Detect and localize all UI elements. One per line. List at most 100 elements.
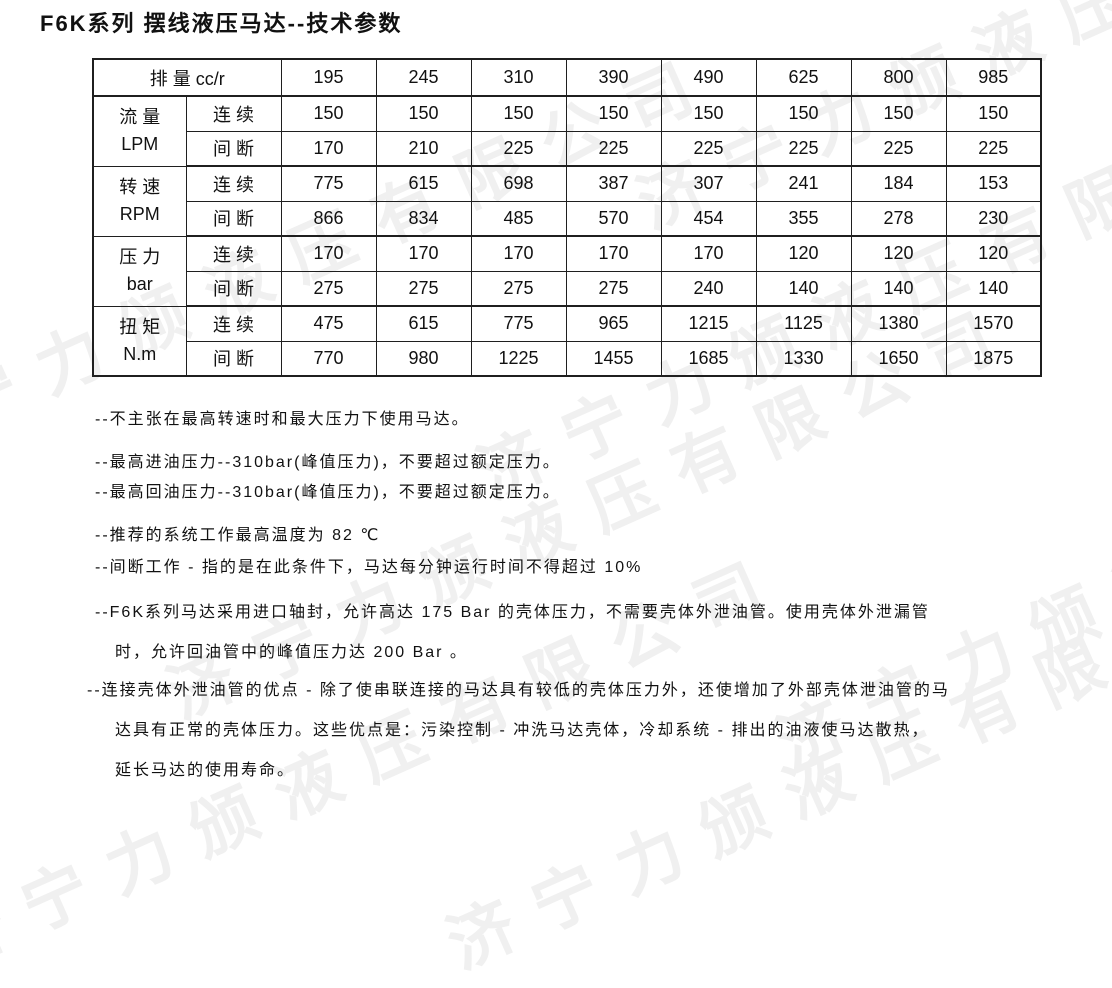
mode-label: 间 断	[185, 270, 282, 307]
note-paragraph: --最高回油压力--310bar(峰值压力)，不要超过额定压力。	[95, 483, 1075, 503]
table-row: 转 速 RPM 连 续 775 615 698 387 307 241 184 153	[92, 165, 1042, 237]
table-row: 间 断 866 834 485 570 454 355 278 230	[93, 200, 1042, 237]
value-cell: 1330	[755, 340, 852, 377]
note-paragraph: --最高进油压力--310bar(峰值压力)，不要超过额定压力。	[95, 453, 1075, 473]
value-cell: 275	[375, 270, 472, 307]
displacement-value: 195	[280, 58, 377, 97]
group-cell: 流 量 LPM	[92, 95, 187, 167]
value-cell: 170	[375, 235, 472, 272]
value-cell: 834	[375, 200, 472, 237]
value-cell: 225	[850, 130, 947, 167]
table-row: 扭 矩 N.m 连 续 475 615 775 965 1215 1125 1380 1570	[92, 305, 1042, 377]
value-cell: 1570	[945, 305, 1042, 342]
value-cell: 170	[660, 235, 757, 272]
value-cell: 485	[470, 200, 567, 237]
value-cell: 140	[945, 270, 1042, 307]
group-name: 转 速	[119, 177, 161, 197]
value-cell: 980	[375, 340, 472, 377]
value-cell: 170	[470, 235, 567, 272]
value-cell: 275	[470, 270, 567, 307]
spec-table: 排 量 cc/r 195 245 310 390 490 625 800 985 流 量 LPM 连 …	[92, 58, 1042, 377]
note-line: 延长马达的使用寿命。	[115, 762, 296, 779]
group-cell: 压 力 bar	[92, 235, 187, 307]
group-name: 流 量	[119, 107, 161, 128]
mode-label: 连 续	[185, 95, 282, 132]
displacement-value: 985	[945, 58, 1042, 97]
value-cell: 120	[945, 235, 1042, 272]
table-row: 间 断 275 275 275 275 240 140 140 140	[93, 270, 1042, 307]
value-cell: 770	[280, 340, 377, 377]
note-paragraph: --F6K系列马达采用进口轴封，允许高达 175 Bar 的壳体压力，不需要壳体…	[95, 603, 1075, 663]
group-cell: 转 速 RPM	[92, 165, 187, 237]
value-cell: 307	[660, 165, 757, 202]
value-cell: 355	[755, 200, 852, 237]
value-cell: 775	[470, 305, 567, 342]
value-cell: 140	[850, 270, 947, 307]
value-cell: 1685	[660, 340, 757, 377]
value-cell: 150	[470, 95, 567, 132]
note-line: --最高进油压力--310bar(峰值压力)，不要超过额定压力。	[95, 454, 561, 471]
value-cell: 170	[280, 130, 377, 167]
group-unit: RPM	[119, 204, 160, 224]
value-cell: 225	[660, 130, 757, 167]
value-cell: 615	[375, 305, 472, 342]
displacement-value: 800	[850, 58, 947, 97]
note-line: 时，允许回油管中的峰值压力达 200 Bar 。	[115, 644, 468, 661]
mode-label: 间 断	[185, 340, 282, 377]
value-cell: 275	[280, 270, 377, 307]
value-cell: 150	[280, 95, 377, 132]
value-cell: 225	[470, 130, 567, 167]
value-cell: 150	[850, 95, 947, 132]
note-paragraph: --推荐的系统工作最高温度为 82 ℃	[95, 526, 1075, 546]
note-line: --最高回油压力--310bar(峰值压力)，不要超过额定压力。	[95, 484, 561, 501]
value-cell: 210	[375, 130, 472, 167]
group-unit: N.m	[123, 343, 157, 364]
note-line: --不主张在最高转速时和最大压力下使用马达。	[95, 411, 470, 428]
mode-label: 连 续	[185, 165, 282, 202]
value-cell: 775	[280, 165, 377, 202]
value-cell: 225	[565, 130, 662, 167]
value-cell: 150	[755, 95, 852, 132]
note-line: --间断工作 - 指的是在此条件下，马达每分钟运行时间不得超过 10%	[95, 559, 643, 576]
group-name: 压 力	[119, 247, 161, 267]
group-name: 扭 矩	[119, 316, 161, 337]
value-cell: 120	[850, 235, 947, 272]
note-line: --连接壳体外泄油管的优点 - 除了使串联连接的马达具有较低的壳体压力外，还使增…	[87, 682, 950, 699]
note-paragraph: --连接壳体外泄油管的优点 - 除了使串联连接的马达具有较低的壳体压力外，还使增…	[87, 681, 1075, 781]
value-cell: 278	[850, 200, 947, 237]
displacement-value: 310	[470, 58, 567, 97]
value-cell: 150	[660, 95, 757, 132]
group-cell: 扭 矩 N.m	[92, 305, 187, 377]
value-cell: 965	[565, 305, 662, 342]
value-cell: 1225	[470, 340, 567, 377]
group-unit: bar	[126, 274, 153, 294]
value-cell: 170	[565, 235, 662, 272]
value-cell: 475	[280, 305, 377, 342]
table-row: 流 量 LPM 连 续 150 150 150 150 150 150 150 150	[92, 95, 1042, 167]
value-cell: 570	[565, 200, 662, 237]
mode-label: 间 断	[185, 130, 282, 167]
value-cell: 241	[755, 165, 852, 202]
value-cell: 150	[945, 95, 1042, 132]
value-cell: 1380	[850, 305, 947, 342]
value-cell: 1125	[755, 305, 852, 342]
value-cell: 1455	[565, 340, 662, 377]
value-cell: 698	[470, 165, 567, 202]
mode-label: 连 续	[185, 305, 282, 342]
displacement-header: 排 量 cc/r	[92, 58, 282, 97]
value-cell: 615	[375, 165, 472, 202]
value-cell: 150	[565, 95, 662, 132]
note-paragraph: --不主张在最高转速时和最大压力下使用马达。	[95, 410, 1075, 430]
table-row: 间 断 170 210 225 225 225 225 225 225	[93, 130, 1042, 167]
table-row: 间 断 770 980 1225 1455 1685 1330 1650 1875	[93, 340, 1042, 377]
value-cell: 240	[660, 270, 757, 307]
note-line: 达具有正常的壳体压力。这些优点是：污染控制 - 冲洗马达壳体，冷却系统 - 排出…	[115, 722, 930, 739]
displacement-value: 490	[660, 58, 757, 97]
note-paragraph: --间断工作 - 指的是在此条件下，马达每分钟运行时间不得超过 10%	[95, 558, 1075, 578]
value-cell: 150	[375, 95, 472, 132]
notes-section: --不主张在最高转速时和最大压力下使用马达。 --最高进油压力--310bar(峰…	[87, 410, 1075, 781]
value-cell: 454	[660, 200, 757, 237]
value-cell: 140	[755, 270, 852, 307]
displacement-value: 625	[755, 58, 852, 97]
value-cell: 1215	[660, 305, 757, 342]
